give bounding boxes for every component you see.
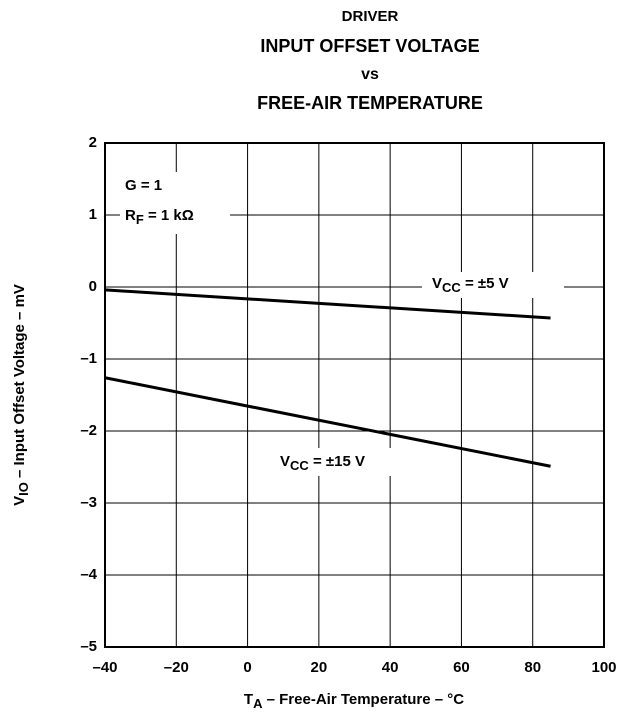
x-tick-label: –40	[92, 659, 117, 676]
label-bg	[272, 448, 400, 476]
annotation: G = 1	[125, 177, 162, 194]
x-axis-label-part: – Free-Air Temperature – °C	[262, 691, 464, 708]
y-axis-label-sub: IO	[16, 482, 31, 496]
y-tick-label: 2	[89, 134, 97, 151]
marks	[104, 288, 551, 468]
series-label-part: V	[432, 275, 442, 292]
tick-labels: –40 –20 0 20 40 60 80 100 –5 –4 –3 –2 –1 0 1 2	[80, 134, 616, 676]
y-tick-label: –3	[80, 494, 97, 511]
chart-title: INPUT OFFSET VOLTAGE	[260, 36, 479, 56]
y-tick-label: –2	[80, 422, 97, 439]
chart-title: DRIVER	[342, 8, 399, 25]
series-label: VCC = ±15 V	[280, 453, 365, 473]
y-tick-label: 1	[89, 206, 97, 223]
x-tick-label: –20	[164, 659, 189, 676]
plot-frame	[104, 142, 605, 648]
y-tick-label: 0	[89, 278, 97, 295]
chart-title: vs	[361, 66, 379, 83]
y-axis-label: VIO – Input Offset Voltage – mV	[11, 284, 31, 506]
series-label: VCC = ±5 V	[432, 275, 509, 295]
x-tick-label: 80	[524, 659, 541, 676]
annotation-sub: F	[136, 212, 144, 227]
label-bg	[120, 172, 230, 234]
y-tick-label: –5	[80, 638, 97, 655]
y-tick-label: –4	[80, 566, 97, 583]
series-line	[104, 376, 551, 468]
series-line	[104, 288, 551, 320]
x-axis-label: TA – Free-Air Temperature – °C	[244, 691, 464, 711]
y-axis-label-part: V	[11, 496, 28, 506]
chart-title: FREE-AIR TEMPERATURE	[257, 93, 483, 113]
x-axis-label-part: T	[244, 691, 253, 708]
series-label-part: = ±5 V	[461, 275, 509, 292]
label-bg	[422, 272, 564, 298]
series-label-part: V	[280, 453, 290, 470]
x-tick-label: 20	[311, 659, 328, 676]
series-label-part: = ±15 V	[309, 453, 365, 470]
annotation: RF = 1 kΩ	[125, 207, 194, 227]
x-axis-label-sub: A	[253, 696, 263, 711]
x-tick-label: 40	[382, 659, 399, 676]
x-tick-label: 100	[591, 659, 616, 676]
x-tick-label: 60	[453, 659, 470, 676]
annotation-part: R	[125, 207, 136, 224]
x-tick-label: 0	[243, 659, 251, 676]
series-label-sub: CC	[290, 458, 309, 473]
y-tick-label: –1	[80, 350, 97, 367]
y-axis-label-part: – Input Offset Voltage – mV	[11, 284, 28, 482]
series-label-sub: CC	[442, 280, 461, 295]
annotation-part: = 1 kΩ	[144, 207, 194, 224]
